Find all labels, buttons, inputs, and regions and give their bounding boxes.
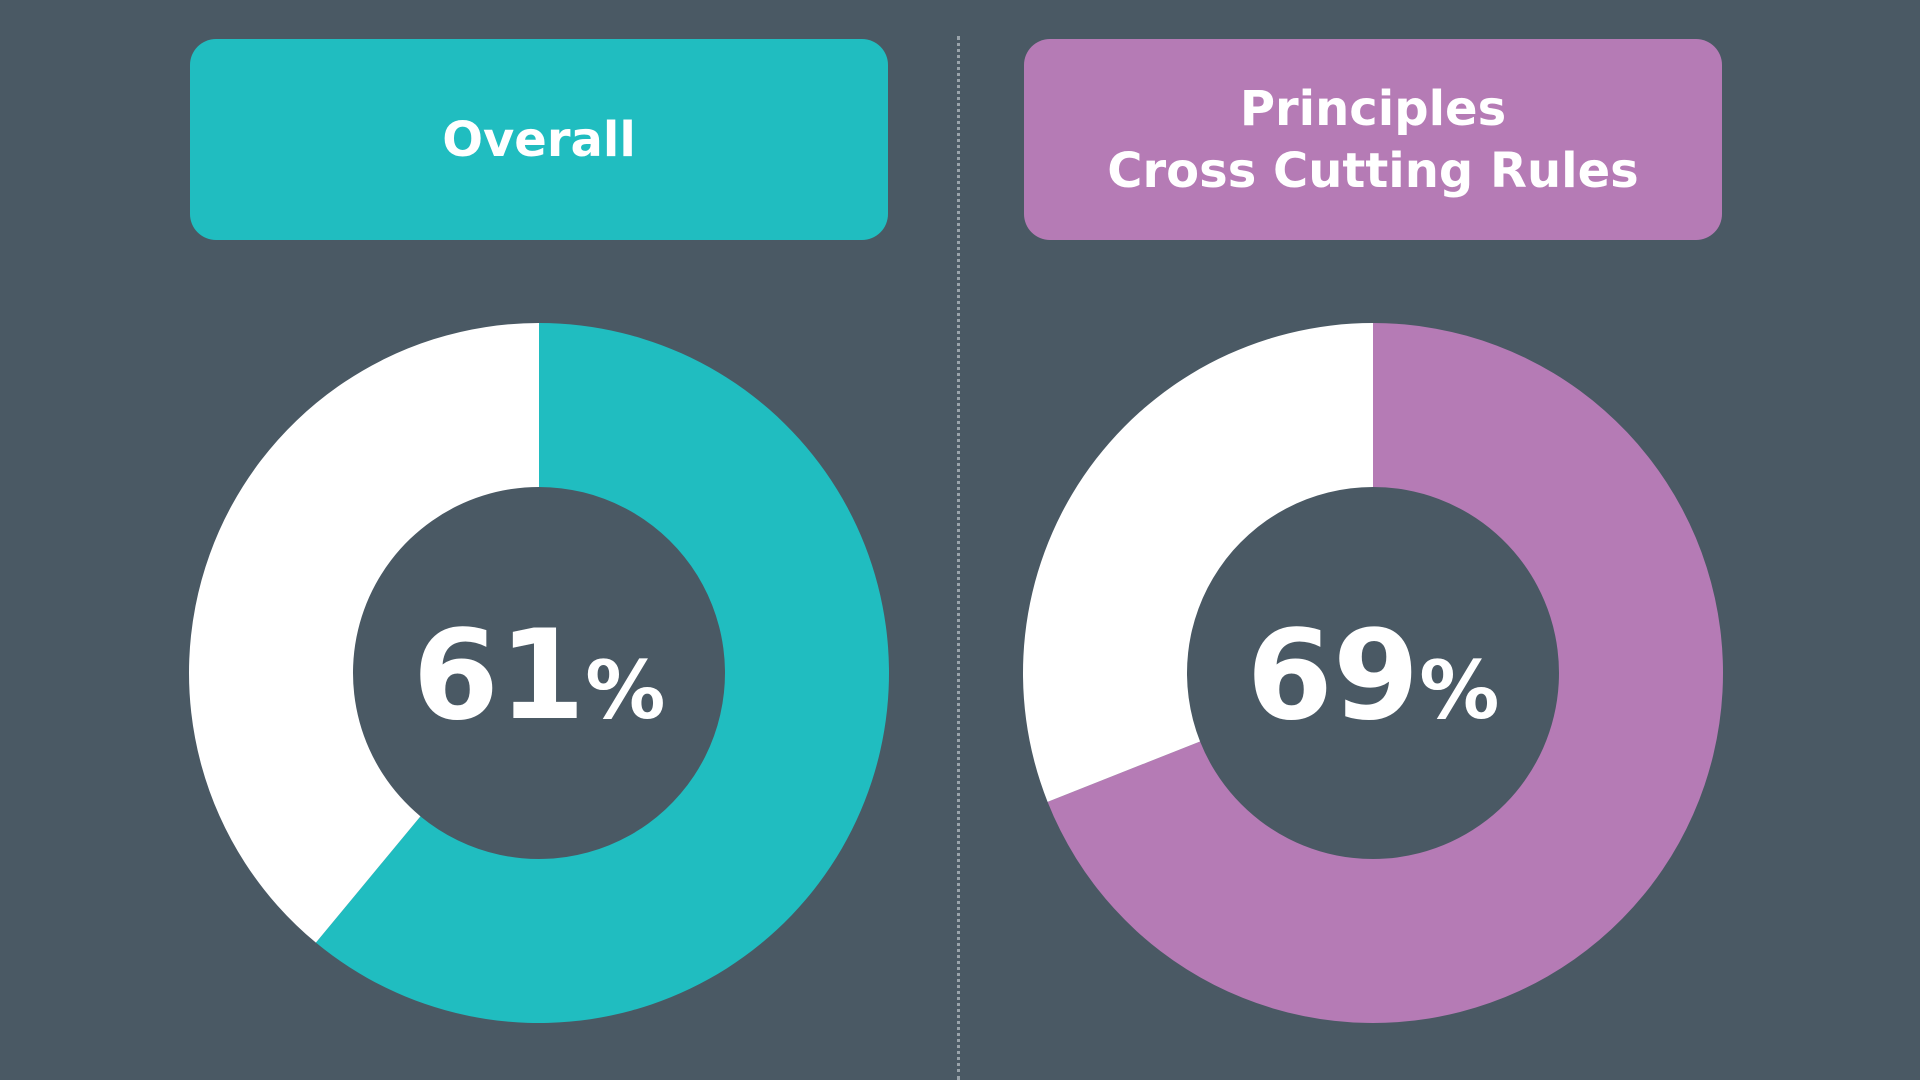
donut-slice-remainder (1023, 323, 1373, 802)
overall-header: Overall (190, 39, 888, 240)
chart-title: Overall (442, 111, 636, 168)
donut-slice-remainder (188, 323, 539, 943)
donut-slice-value (1047, 323, 1723, 1023)
center-percent-label: 69% (1247, 604, 1500, 748)
donut-slice-value (315, 323, 889, 1023)
chart-title: Principles Cross Cutting Rules (1107, 80, 1639, 199)
divider (957, 36, 960, 1080)
center-percent-label: 61% (413, 604, 666, 748)
principles-header: Principles Cross Cutting Rules (1024, 39, 1722, 240)
